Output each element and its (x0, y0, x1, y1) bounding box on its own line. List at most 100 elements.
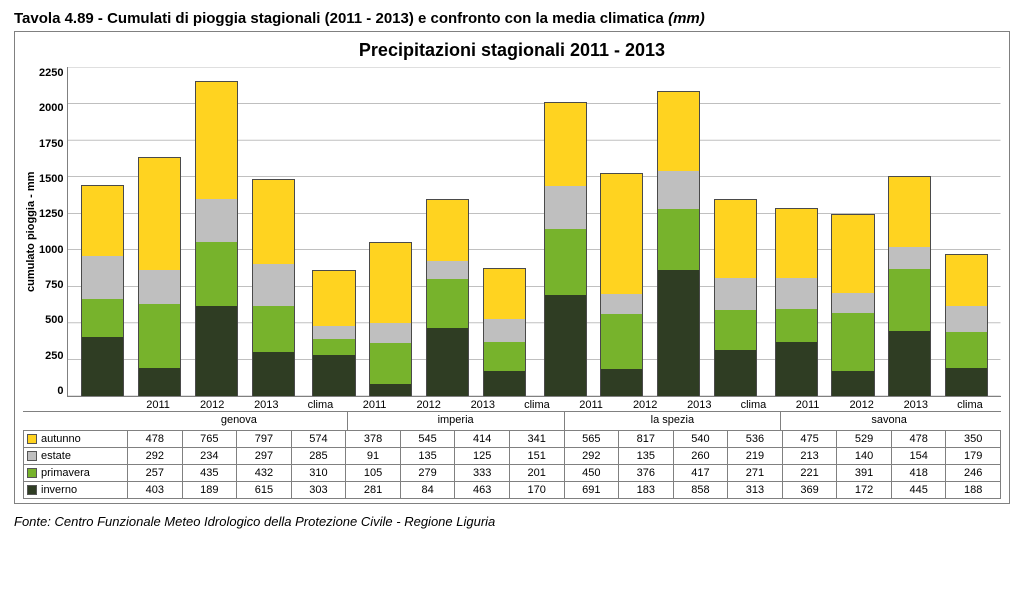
table-cell: 450 (564, 465, 619, 482)
y-tick: 250 (45, 350, 63, 362)
x-tick-year: clima (726, 399, 780, 411)
stacked-bar (888, 176, 931, 396)
x-tick-year: clima (510, 399, 564, 411)
table-cell: 292 (564, 448, 619, 465)
stacked-bar (81, 185, 124, 396)
bar-segment-primavera (946, 332, 987, 368)
city-group (72, 81, 303, 396)
table-cell: 463 (455, 482, 510, 499)
x-tick-city: imperia (347, 412, 564, 430)
x-tick-year: clima (293, 399, 347, 411)
plot (67, 67, 1001, 397)
y-tick: 500 (45, 314, 63, 326)
table-cell: 529 (837, 431, 892, 448)
table-cell: 817 (619, 431, 674, 448)
table-cell: 615 (237, 482, 292, 499)
source-citation: Fonte: Centro Funzionale Meteo Idrologic… (14, 514, 1010, 529)
table-cell: 403 (128, 482, 183, 499)
bar-segment-primavera (484, 342, 525, 371)
data-table: autunno478765797574378545414341565817540… (23, 430, 1001, 499)
bar-segment-estate (82, 256, 123, 299)
x-tick-year: 2011 (348, 399, 402, 411)
bar-segment-autunno (196, 82, 237, 199)
bars (68, 67, 1001, 396)
bar-segment-inverno (139, 368, 180, 396)
table-cell: 350 (946, 431, 1001, 448)
bar-segment-primavera (313, 339, 354, 354)
bar-segment-primavera (658, 209, 699, 270)
table-cell: 540 (673, 431, 728, 448)
table-cell: 279 (400, 465, 455, 482)
table-cell: 313 (728, 482, 783, 499)
bar-segment-inverno (370, 384, 411, 396)
bar-segment-inverno (427, 328, 468, 396)
legend-label: autunno (24, 431, 128, 448)
table-cell: 858 (673, 482, 728, 499)
table-cell: 378 (346, 431, 401, 448)
table-cell: 310 (291, 465, 346, 482)
x-tick-year: 2011 (564, 399, 618, 411)
bar-segment-estate (313, 326, 354, 339)
bar-segment-estate (832, 293, 873, 314)
table-cell: 536 (728, 431, 783, 448)
y-tick: 2250 (39, 67, 63, 79)
x-tick-year: 2012 (835, 399, 889, 411)
x-tick-year: 2013 (456, 399, 510, 411)
bar-segment-primavera (832, 313, 873, 370)
table-cell: 417 (673, 465, 728, 482)
x-axis-cities: genovaimperiala speziasavona (127, 411, 1001, 430)
table-cell: 432 (237, 465, 292, 482)
table-cell: 271 (728, 465, 783, 482)
table-cell: 140 (837, 448, 892, 465)
bar-segment-primavera (889, 269, 930, 330)
bar-segment-estate (427, 261, 468, 279)
table-cell: 105 (346, 465, 401, 482)
x-tick-year: 2013 (889, 399, 943, 411)
bar-segment-estate (601, 294, 642, 314)
table-cell: 376 (619, 465, 674, 482)
bar-segment-autunno (601, 174, 642, 294)
table-cell: 292 (128, 448, 183, 465)
stacked-bar (600, 173, 643, 396)
table-cell: 281 (346, 482, 401, 499)
chart-container: Precipitazioni stagionali 2011 - 2013 cu… (14, 31, 1010, 504)
bar-segment-autunno (427, 200, 468, 261)
stacked-bar (369, 242, 412, 396)
stacked-bar (714, 199, 757, 396)
table-cell: 246 (946, 465, 1001, 482)
stacked-bar (312, 270, 355, 396)
bar-segment-estate (889, 247, 930, 270)
table-cell: 201 (509, 465, 564, 482)
table-cell: 285 (291, 448, 346, 465)
bar-segment-estate (545, 186, 586, 229)
table-cell: 84 (400, 482, 455, 499)
bar-segment-primavera (370, 343, 411, 384)
title-text: Tavola 4.89 - Cumulati di pioggia stagio… (14, 10, 668, 27)
table-cell: 574 (291, 431, 346, 448)
x-tick-city: savona (780, 412, 997, 430)
table-cell: 91 (346, 448, 401, 465)
table-row: primavera2574354323101052793332014503764… (24, 465, 1001, 482)
table-cell: 691 (564, 482, 619, 499)
table-cell: 545 (400, 431, 455, 448)
table-cell: 303 (291, 482, 346, 499)
table-cell: 257 (128, 465, 183, 482)
legend-swatch (27, 485, 37, 495)
table-cell: 478 (891, 431, 946, 448)
y-tick: 1500 (39, 173, 63, 185)
x-tick-year: 2012 (185, 399, 239, 411)
table-cell: 151 (509, 448, 564, 465)
bar-segment-autunno (776, 209, 817, 279)
table-cell: 475 (782, 431, 837, 448)
y-tick: 1000 (39, 244, 63, 256)
bar-segment-primavera (545, 229, 586, 295)
bar-segment-inverno (253, 352, 294, 396)
bar-segment-estate (946, 306, 987, 332)
legend-label: estate (24, 448, 128, 465)
bar-segment-inverno (196, 306, 237, 396)
bar-segment-autunno (715, 200, 756, 279)
bar-segment-autunno (484, 269, 525, 319)
table-row: estate2922342972859113512515129213526021… (24, 448, 1001, 465)
title-unit: (mm) (668, 10, 705, 27)
bar-segment-primavera (427, 279, 468, 328)
